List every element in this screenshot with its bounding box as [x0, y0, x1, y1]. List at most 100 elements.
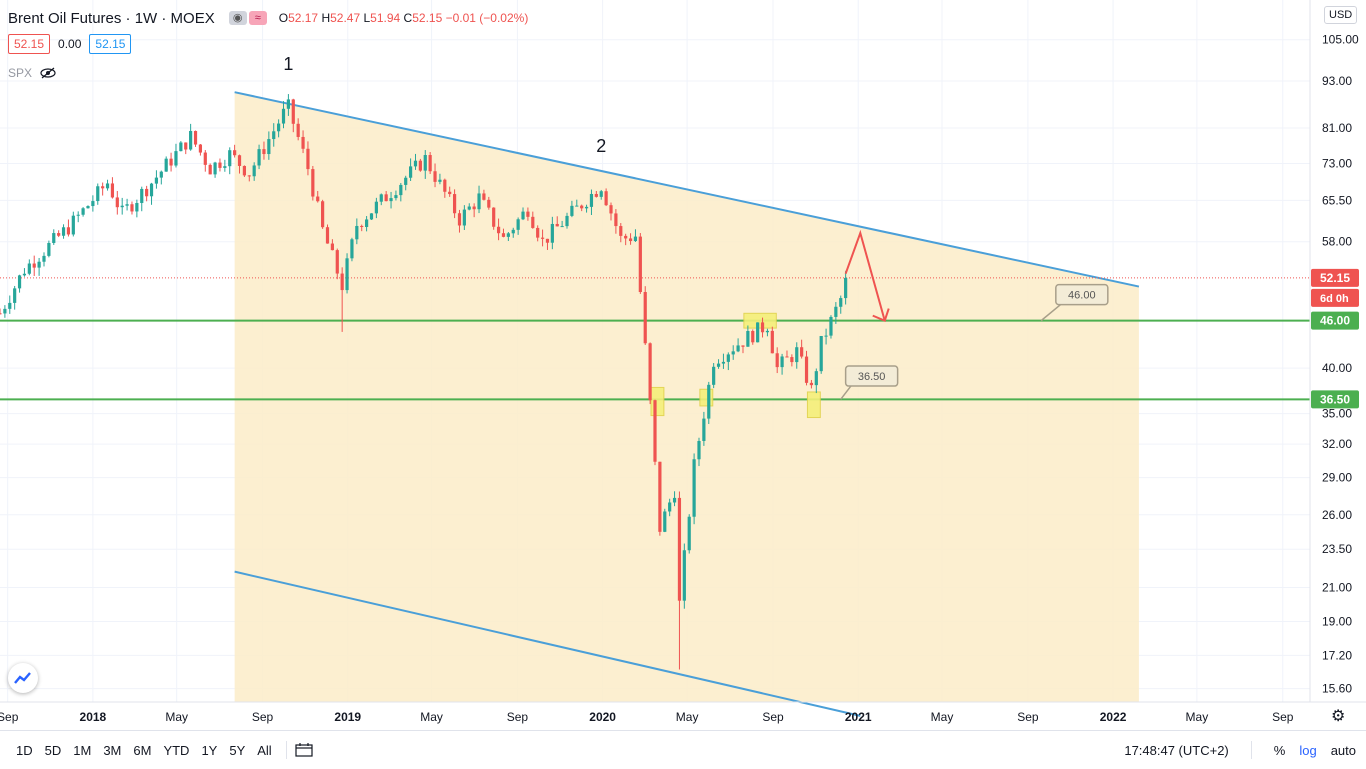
- y-tick-label: 26.00: [1322, 508, 1352, 522]
- clock-readout[interactable]: 17:48:47 (UTC+2): [1124, 742, 1229, 758]
- price-axis[interactable]: 105.00 93.00 81.00 73.00 65.50 58.00 46.00 40.0…: [1311, 33, 1359, 696]
- range-button-all[interactable]: All: [257, 742, 272, 758]
- candle-body: [101, 186, 105, 189]
- candle-body: [164, 158, 168, 172]
- candle-body: [839, 298, 843, 307]
- spx-study[interactable]: SPX: [8, 66, 56, 80]
- candle-body: [384, 194, 388, 202]
- highlight-box: [806, 391, 821, 419]
- range-button-3m[interactable]: 3M: [103, 742, 122, 758]
- range-button-1d[interactable]: 1D: [16, 742, 33, 758]
- y-tick-label: 32.00: [1322, 437, 1352, 451]
- range-button-ytd[interactable]: YTD: [163, 742, 190, 758]
- candle-body: [584, 206, 589, 209]
- chart-title[interactable]: Brent Oil Futures · 1W · MOEX: [8, 9, 215, 27]
- candle-body: [408, 166, 413, 178]
- close-value: 52.15: [412, 11, 443, 25]
- candle-body: [193, 130, 198, 145]
- tradingview-logo[interactable]: [8, 663, 38, 693]
- candle-body: [594, 193, 598, 197]
- candle-body: [716, 363, 721, 367]
- range-button-5d[interactable]: 5D: [44, 742, 62, 758]
- bid-value-box[interactable]: 52.15: [8, 34, 51, 54]
- candle-body: [575, 205, 579, 207]
- candle-body: [751, 331, 755, 343]
- candle-body: [32, 263, 36, 268]
- high-label: H: [321, 11, 331, 25]
- ohlc-readout: O52.17 H52.47 L51.94 C52.15 −0.01 (−0.02…: [279, 11, 529, 25]
- candle-body: [374, 201, 378, 214]
- candle-body: [428, 155, 432, 172]
- candle-body: [237, 155, 242, 166]
- auto-scale-button[interactable]: auto: [1330, 742, 1356, 758]
- candle-body: [91, 201, 95, 207]
- level-price-label: 36.50: [1320, 392, 1350, 406]
- ask-value-box[interactable]: 52.15: [89, 34, 132, 54]
- candle-body: [540, 237, 545, 239]
- candle-body: [633, 236, 638, 242]
- y-tick-label: 58.00: [1322, 235, 1352, 249]
- candle-body: [418, 160, 422, 171]
- candle-body: [262, 149, 266, 155]
- annotations[interactable]: 1 2 46.00 36.50: [283, 54, 1109, 400]
- x-tick-label: 2022: [1100, 710, 1127, 724]
- close-label: C: [403, 11, 413, 25]
- y-tick-label: 15.60: [1322, 682, 1352, 696]
- price-chart[interactable]: 1 2 46.00 36.50 105.00 93.00 81.00 73.00 65.50 5…: [0, 0, 1366, 730]
- countdown-label: 6d 0h: [1320, 293, 1349, 305]
- visibility-toggle-icon[interactable]: ◉: [228, 11, 247, 25]
- currency-button[interactable]: USD: [1324, 6, 1358, 24]
- candle-body: [819, 335, 823, 372]
- candle-body: [511, 229, 515, 234]
- candle-body: [795, 347, 799, 363]
- callout-box[interactable]: [1055, 283, 1109, 306]
- candle-body: [516, 219, 520, 230]
- chart-settings-gear-icon[interactable]: ⚙: [1331, 708, 1346, 725]
- compare-toggle-icon[interactable]: ≈: [248, 11, 267, 25]
- candle-body: [452, 194, 457, 214]
- x-tick-label: May: [420, 710, 443, 724]
- x-tick-label: 2021: [845, 710, 872, 724]
- candle-body: [228, 150, 232, 167]
- range-button-1m[interactable]: 1M: [73, 742, 92, 758]
- low-value: 51.94: [370, 11, 401, 25]
- y-tick-label: 17.20: [1322, 648, 1352, 662]
- candle-body: [677, 497, 682, 601]
- projection-arrow[interactable]: [844, 229, 886, 321]
- callout-label: 46.00: [1068, 290, 1096, 302]
- candle-body: [37, 261, 41, 268]
- callout-box[interactable]: [844, 365, 899, 387]
- goto-date-icon[interactable]: [295, 743, 313, 757]
- high-value: 52.47: [330, 11, 361, 25]
- candle-body: [169, 158, 173, 166]
- candle-body: [218, 162, 222, 168]
- candle-body: [496, 226, 501, 234]
- hidden-eye-icon[interactable]: [40, 67, 56, 79]
- x-tick-label: 2018: [80, 710, 107, 724]
- candle-body: [355, 225, 359, 240]
- candle-body: [536, 227, 540, 238]
- candle-body: [770, 330, 774, 354]
- candle-body: [804, 356, 809, 383]
- low-label: L: [363, 11, 371, 25]
- candle-body: [3, 308, 7, 314]
- candles: [0, 94, 848, 670]
- log-scale-button[interactable]: log: [1299, 742, 1317, 758]
- price-channel[interactable]: [234, 91, 1140, 717]
- candle-body: [27, 263, 31, 274]
- range-button-1y[interactable]: 1Y: [201, 742, 218, 758]
- highlight-box: [650, 386, 665, 417]
- candle-body: [301, 136, 305, 149]
- range-button-6m[interactable]: 6M: [133, 742, 152, 758]
- channel-upper-line[interactable]: [234, 91, 1140, 288]
- channel-lower-line[interactable]: [234, 570, 861, 717]
- y-tick-label: 19.00: [1322, 615, 1352, 629]
- time-axis[interactable]: Sep 2018 May Sep 2019 May Sep 2020 May Sep 2021 May…: [0, 710, 1294, 724]
- range-button-5y[interactable]: 5Y: [229, 742, 246, 758]
- candle-body: [555, 223, 559, 227]
- candle-body: [721, 361, 726, 364]
- wave-label: 1: [283, 54, 293, 74]
- percent-scale-button[interactable]: %: [1273, 742, 1286, 758]
- candle-body: [404, 177, 408, 185]
- candle-body: [71, 215, 75, 235]
